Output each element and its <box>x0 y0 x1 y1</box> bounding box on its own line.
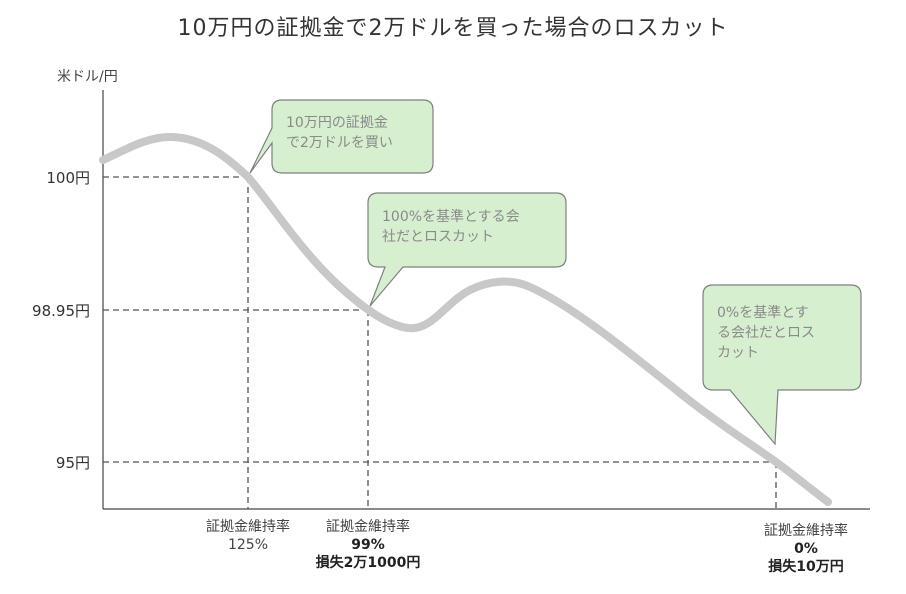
marker-label-0: 証拠金維持率 0% 損失10万円 <box>736 522 876 576</box>
callout-entry-line2: で2万ドルを買い <box>286 135 393 151</box>
y-tick-95: 95円 <box>55 454 90 472</box>
callout-100-percent-line2: 社だとロスカット <box>382 229 494 245</box>
marker-0-line2: 0% <box>794 541 818 557</box>
callout-0-percent-text: 0%を基準とす る会社だとロス カット <box>717 303 815 363</box>
callout-bubble-0-percent <box>702 284 862 446</box>
marker-99-line2: 99% <box>351 537 385 553</box>
y-axis-unit-label: 米ドル/円 <box>57 69 118 85</box>
y-tick-100: 100円 <box>46 169 90 187</box>
callout-0-percent-line3: カット <box>717 345 759 361</box>
callout-entry-text: 10万円の証拠金 で2万ドルを買い <box>286 113 393 153</box>
exchange-rate-curve <box>99 132 832 506</box>
callout-100-percent-text: 100%を基準とする会 社だとロスカット <box>382 207 520 247</box>
marker-0-line3: 損失10万円 <box>768 559 844 575</box>
marker-99-line3: 損失2万1000円 <box>315 555 421 571</box>
callout-0-percent-line1: 0%を基準とす <box>717 305 809 321</box>
callout-bubble-entry <box>249 99 434 174</box>
marker-label-99: 証拠金維持率 99% 損失2万1000円 <box>298 518 438 572</box>
callout-bubble-100-percent <box>367 192 567 307</box>
marker-125-line1: 証拠金維持率 <box>206 519 290 535</box>
callout-0-percent-line2: る会社だとロス <box>717 325 815 341</box>
marker-125-line2: 125% <box>227 537 269 553</box>
marker-0-line1: 証拠金維持率 <box>764 523 848 539</box>
callout-100-percent-line1: 100%を基準とする会 <box>382 209 520 225</box>
marker-label-125: 証拠金維持率 125% <box>178 518 318 554</box>
callout-entry-line1: 10万円の証拠金 <box>286 115 388 131</box>
marker-99-line1: 証拠金維持率 <box>326 519 410 535</box>
y-tick-98-95: 98.95円 <box>32 302 90 320</box>
chart-title: 10万円の証拠金で2万ドルを買った場合のロスカット <box>177 16 729 41</box>
